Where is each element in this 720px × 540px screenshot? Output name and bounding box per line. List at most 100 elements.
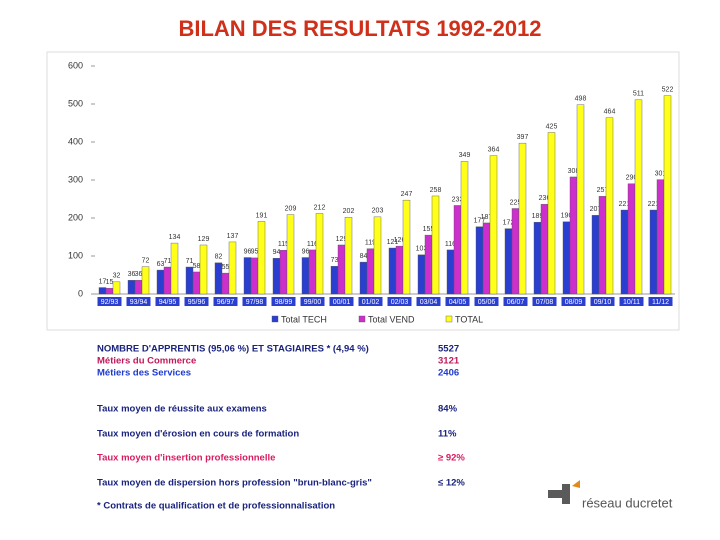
bar — [576, 104, 585, 295]
stat-value: 5527 — [438, 344, 459, 355]
bar — [634, 99, 643, 295]
value-label: 308 — [568, 168, 580, 175]
bar — [620, 209, 629, 295]
x-tick-label: 95/96 — [188, 299, 206, 306]
x-tick-label: 96/97 — [217, 299, 235, 306]
logo-text: réseau ducretet — [582, 495, 673, 510]
stat-value: 2406 — [438, 368, 459, 379]
value-label: 233 — [452, 196, 464, 203]
value-label: 95 — [251, 249, 259, 256]
x-tick-box — [445, 297, 470, 306]
value-label: 72 — [142, 257, 150, 264]
value-label: 32 — [113, 273, 121, 280]
value-label: 115 — [278, 241, 289, 248]
x-tick-box — [474, 297, 499, 306]
stat-label: NOMBRE D'APPRENTIS (95,06 %) ET STAGIAIR… — [97, 344, 369, 355]
stat-label: Taux moyen d'érosion en cours de formati… — [97, 429, 299, 440]
bar — [424, 234, 433, 295]
bar — [257, 221, 266, 295]
value-label: 71 — [186, 258, 194, 265]
logo-mark — [548, 484, 570, 504]
x-tick-label: 99/00 — [304, 299, 322, 306]
value-label: 349 — [459, 152, 471, 159]
value-label: 129 — [336, 236, 348, 243]
value-label: 425 — [546, 123, 558, 130]
stat-label: Métiers du Commerce — [97, 356, 196, 367]
value-label: 84 — [360, 253, 368, 260]
x-tick-label: 01/02 — [362, 299, 380, 306]
y-tick-label: 0 — [78, 288, 83, 298]
bar — [134, 280, 143, 295]
bar — [98, 287, 107, 295]
bar — [337, 244, 346, 295]
bar — [511, 208, 520, 295]
x-tick-label: 02/03 — [391, 299, 409, 306]
value-label: 96 — [302, 248, 310, 255]
value-label: 103 — [416, 246, 428, 253]
stat-label: Taux moyen de réussite aux examens — [97, 404, 267, 415]
y-tick-label: 200 — [68, 212, 83, 222]
x-tick-box — [184, 297, 209, 306]
value-label: 73 — [331, 257, 339, 264]
x-tick-label: 94/95 — [159, 299, 177, 306]
x-tick-box — [213, 297, 238, 306]
x-tick-box — [561, 297, 586, 306]
x-tick-label: 08/09 — [565, 299, 583, 306]
value-label: 203 — [372, 208, 384, 215]
x-tick-label: 93/94 — [130, 299, 148, 306]
legend-label: Total VEND — [368, 314, 415, 324]
x-tick-label: 04/05 — [449, 299, 467, 306]
stat-value: ≥ 92% — [438, 453, 465, 464]
x-tick-box — [590, 297, 615, 306]
value-label: 119 — [365, 240, 376, 247]
logo-accent — [572, 480, 580, 488]
bar — [569, 176, 578, 295]
bar — [591, 215, 600, 295]
bar — [286, 214, 295, 295]
value-label: 212 — [314, 204, 326, 211]
y-tick-label: 100 — [68, 250, 83, 260]
value-label: 187 — [481, 214, 493, 221]
bar — [402, 199, 411, 295]
value-label: 55 — [222, 264, 230, 271]
x-tick-label: 97/98 — [246, 299, 264, 306]
bar — [504, 228, 513, 295]
stat-value: 84% — [438, 404, 458, 415]
bar — [373, 216, 382, 295]
value-label: 36 — [128, 271, 136, 278]
value-label: 71 — [164, 258, 172, 265]
x-tick-label: 98/99 — [275, 299, 293, 306]
bar — [279, 250, 288, 295]
value-label: 116 — [445, 241, 456, 248]
value-label: 364 — [488, 147, 500, 154]
bar — [221, 272, 230, 295]
x-tick-box — [503, 297, 528, 306]
value-label: 221 — [648, 201, 660, 208]
value-label: 397 — [517, 134, 529, 141]
value-label: 207 — [590, 206, 602, 213]
y-tick-label: 400 — [68, 136, 83, 146]
value-label: 82 — [215, 254, 223, 261]
stat-label: Métiers des Services — [97, 368, 191, 379]
value-label: 202 — [343, 208, 355, 215]
bar — [656, 179, 665, 295]
value-label: 126 — [394, 237, 406, 244]
x-tick-box — [387, 297, 412, 306]
value-label: 116 — [307, 241, 318, 248]
value-label: 58 — [193, 263, 201, 270]
value-label: 498 — [575, 96, 587, 103]
bar — [185, 266, 194, 295]
x-tick-label: 03/04 — [420, 299, 438, 306]
value-label: 129 — [198, 236, 210, 243]
footnote: * Contrats de qualification et de profes… — [97, 501, 335, 512]
bar — [156, 269, 165, 295]
x-tick-box — [97, 297, 122, 306]
bar — [105, 288, 114, 295]
legend-swatch — [358, 315, 366, 323]
value-label: 15 — [106, 279, 114, 286]
bar — [627, 183, 636, 295]
value-label: 172 — [503, 219, 515, 226]
bar — [163, 266, 172, 295]
legend-label: Total TECH — [281, 314, 327, 324]
value-label: 134 — [169, 234, 181, 241]
